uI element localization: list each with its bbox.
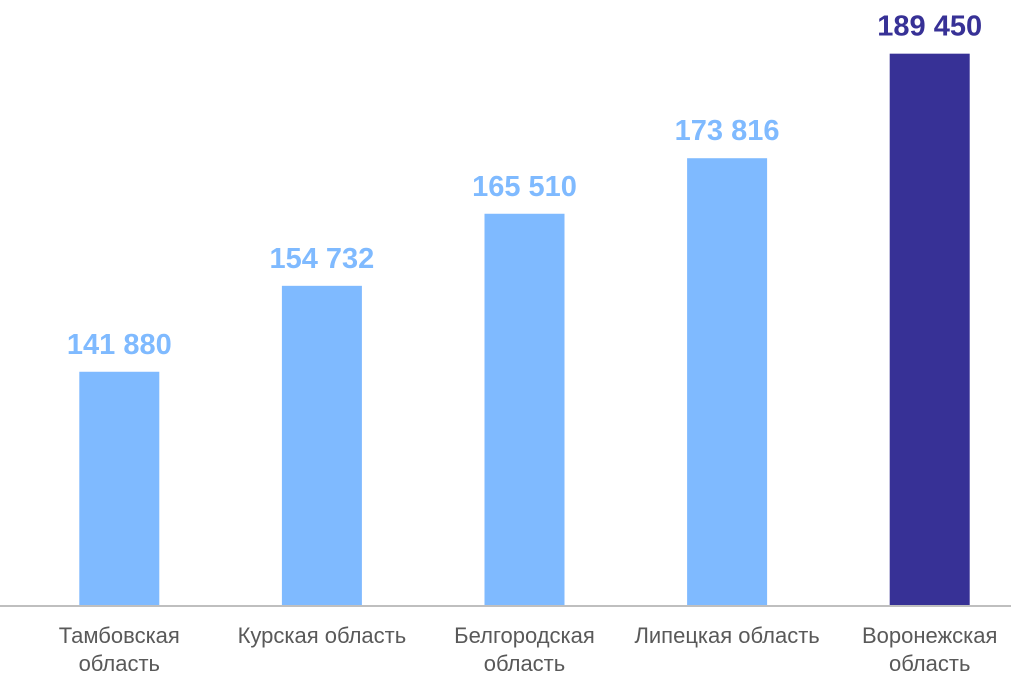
- bar: [79, 371, 160, 605]
- bar: [281, 285, 362, 605]
- bar: [889, 53, 970, 605]
- x-tick-label: Курская область: [237, 623, 407, 648]
- x-tick-label: Воронежская область: [861, 623, 998, 673]
- bar: [484, 213, 565, 606]
- x-tick-label: Липецкая область: [634, 623, 820, 648]
- value-label: 189 450: [877, 11, 982, 43]
- value-label: 173 816: [675, 115, 780, 147]
- bar: [687, 158, 768, 605]
- value-label: 154 732: [269, 243, 374, 275]
- value-label: 141 880: [67, 329, 172, 361]
- x-tick-label: Белгородская область: [454, 623, 595, 673]
- value-label: 165 510: [472, 171, 577, 203]
- x-tick-label: Тамбовская область: [58, 623, 180, 673]
